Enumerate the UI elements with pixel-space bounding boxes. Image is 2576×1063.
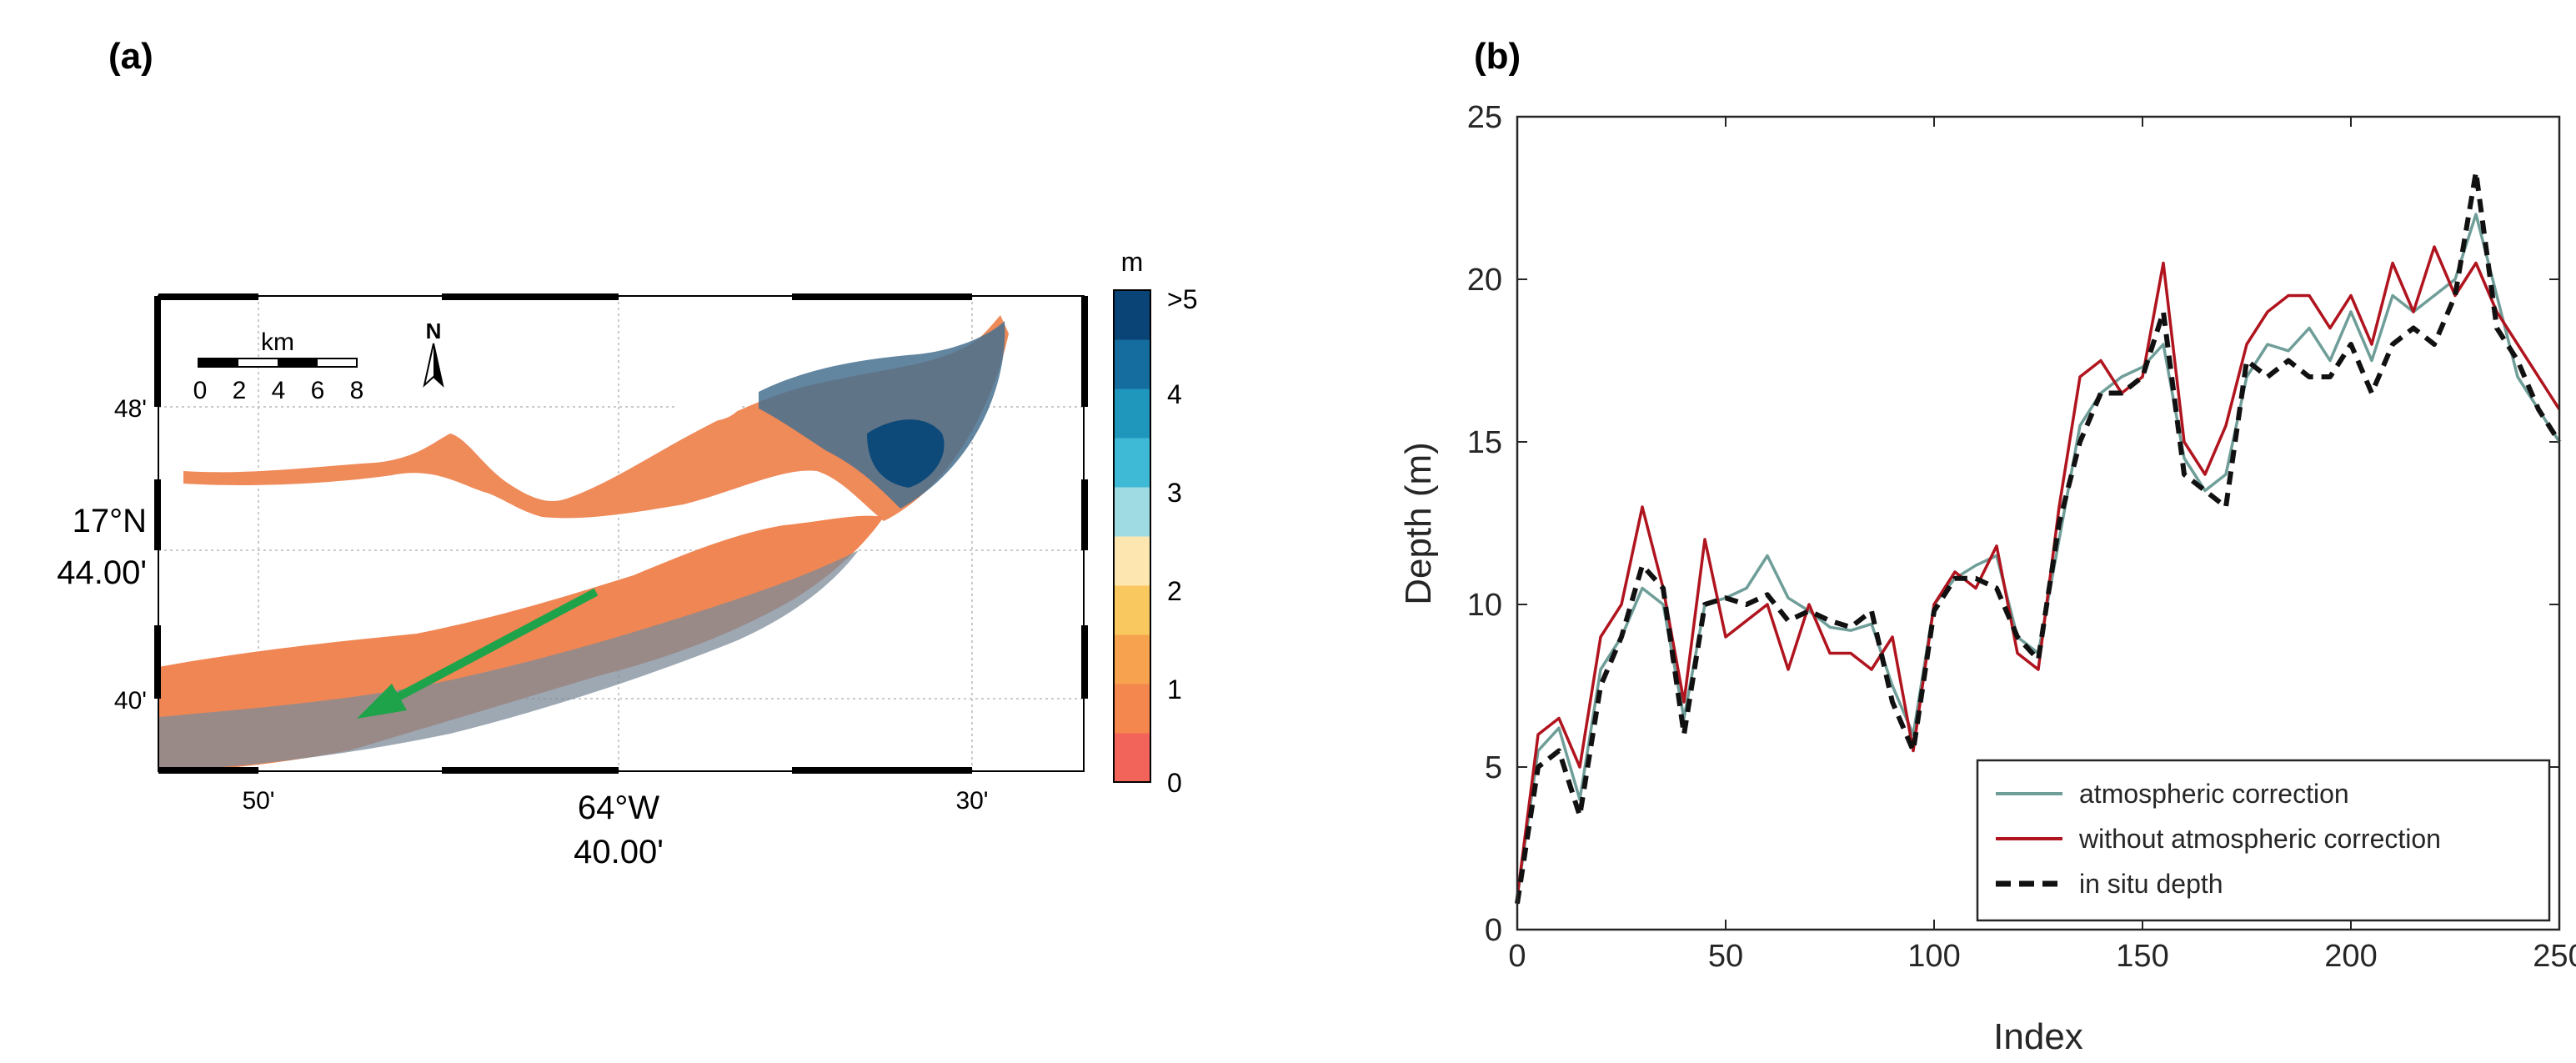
colorbar-label: 3 (1167, 478, 1182, 508)
colorbar-frame (1113, 289, 1151, 783)
y-tick-label: 0 (1485, 913, 1502, 948)
reef-south-deep (158, 550, 859, 771)
depth-colorbar: m >5 4 3 2 1 0 (1113, 247, 1197, 798)
transect-arrowhead (357, 684, 407, 719)
scale-bar-tick: 2 (233, 377, 247, 404)
chart-legend: atmospheric correction without atmospheri… (1976, 759, 2551, 922)
y-axis-label: Depth (m) (1398, 442, 1439, 605)
x-tick-label: 50 (1708, 939, 1743, 974)
lat-label: 17°N (73, 503, 147, 539)
reef-north (183, 315, 1009, 521)
x-tick-label: 250 (2533, 939, 2576, 974)
lat-label: 48' (114, 395, 147, 423)
scale-bar-tick: 4 (272, 377, 286, 404)
lat-label: 44.00' (57, 554, 147, 591)
colorbar-swatch (1114, 536, 1150, 586)
y-tick-label: 25 (1467, 100, 1502, 135)
colorbar-label: 1 (1167, 674, 1182, 704)
colorbar-swatch (1114, 684, 1150, 734)
y-tick-label: 15 (1467, 425, 1502, 460)
tick-labels: 0 50 100 150 200 250 0 5 10 15 20 25 (1467, 100, 2576, 974)
lagoon-patch (675, 394, 742, 422)
colorbar-label: 2 (1167, 576, 1182, 606)
colorbar-swatch (1114, 389, 1150, 439)
x-tick-label: 200 (2324, 939, 2377, 974)
colorbar-label: >5 (1167, 284, 1197, 314)
x-tick-label: 150 (2116, 939, 2168, 974)
y-tick-label: 20 (1467, 263, 1502, 298)
colorbar-swatch (1114, 634, 1150, 684)
colorbar-swatch (1114, 733, 1150, 783)
colorbar-swatch (1114, 487, 1150, 537)
colorbar-label: 4 (1167, 379, 1182, 409)
colorbar-swatch (1114, 438, 1150, 488)
colorbar-label: 0 (1167, 768, 1182, 798)
series-line-2 (1515, 169, 2562, 905)
lon-label: 30' (955, 787, 988, 815)
plot-frame (1516, 115, 2561, 931)
map-border-ticks (154, 293, 1088, 774)
scale-bar-seg-2 (278, 359, 318, 367)
lon-label: 64°W (578, 790, 659, 826)
x-axis-label: Index (1993, 1016, 2083, 1057)
chart-series-group (1515, 169, 2562, 905)
panel-a-label: (a) (108, 36, 153, 77)
legend-label: in situ depth (2079, 869, 2223, 899)
scale-bar-unit: km (261, 328, 294, 356)
lat-label: 40' (114, 687, 147, 715)
x-tick-label: 100 (1907, 939, 1960, 974)
lon-label: 50' (242, 787, 274, 815)
deep-hole (867, 419, 945, 488)
map-panel: km 0 2 4 6 8 N (57, 293, 1088, 870)
transect-line (389, 588, 599, 704)
depth-chart: 0 50 100 150 200 250 0 5 10 15 20 25 Index Depth (m… (1398, 100, 2576, 1057)
deep-water-north (759, 321, 1005, 509)
legend-label: atmospheric correction (2079, 779, 2349, 809)
x-tick-label: 0 (1508, 939, 1526, 974)
y-tick-label: 5 (1485, 750, 1502, 785)
colorbar-swatch (1114, 290, 1150, 340)
series-line-1 (1516, 245, 2561, 898)
scale-bar-tick: 8 (350, 377, 364, 404)
legend-label: without atmospheric correction (2078, 824, 2441, 854)
colorbar-swatch (1114, 585, 1150, 635)
legend-box (1976, 759, 2551, 922)
scale-bar-tick: 6 (311, 377, 325, 404)
panel-b-label: (b) (1474, 36, 1521, 77)
y-tick-label: 10 (1467, 588, 1502, 623)
colorbar-swatch (1114, 339, 1150, 389)
north-label: N (426, 318, 442, 343)
scale-bar-tick: 0 (193, 377, 208, 404)
lon-label: 40.00' (574, 834, 664, 870)
north-arrow-icon: N (423, 318, 444, 388)
scale-bar-seg-1 (198, 359, 238, 367)
colorbar-unit: m (1121, 247, 1144, 277)
